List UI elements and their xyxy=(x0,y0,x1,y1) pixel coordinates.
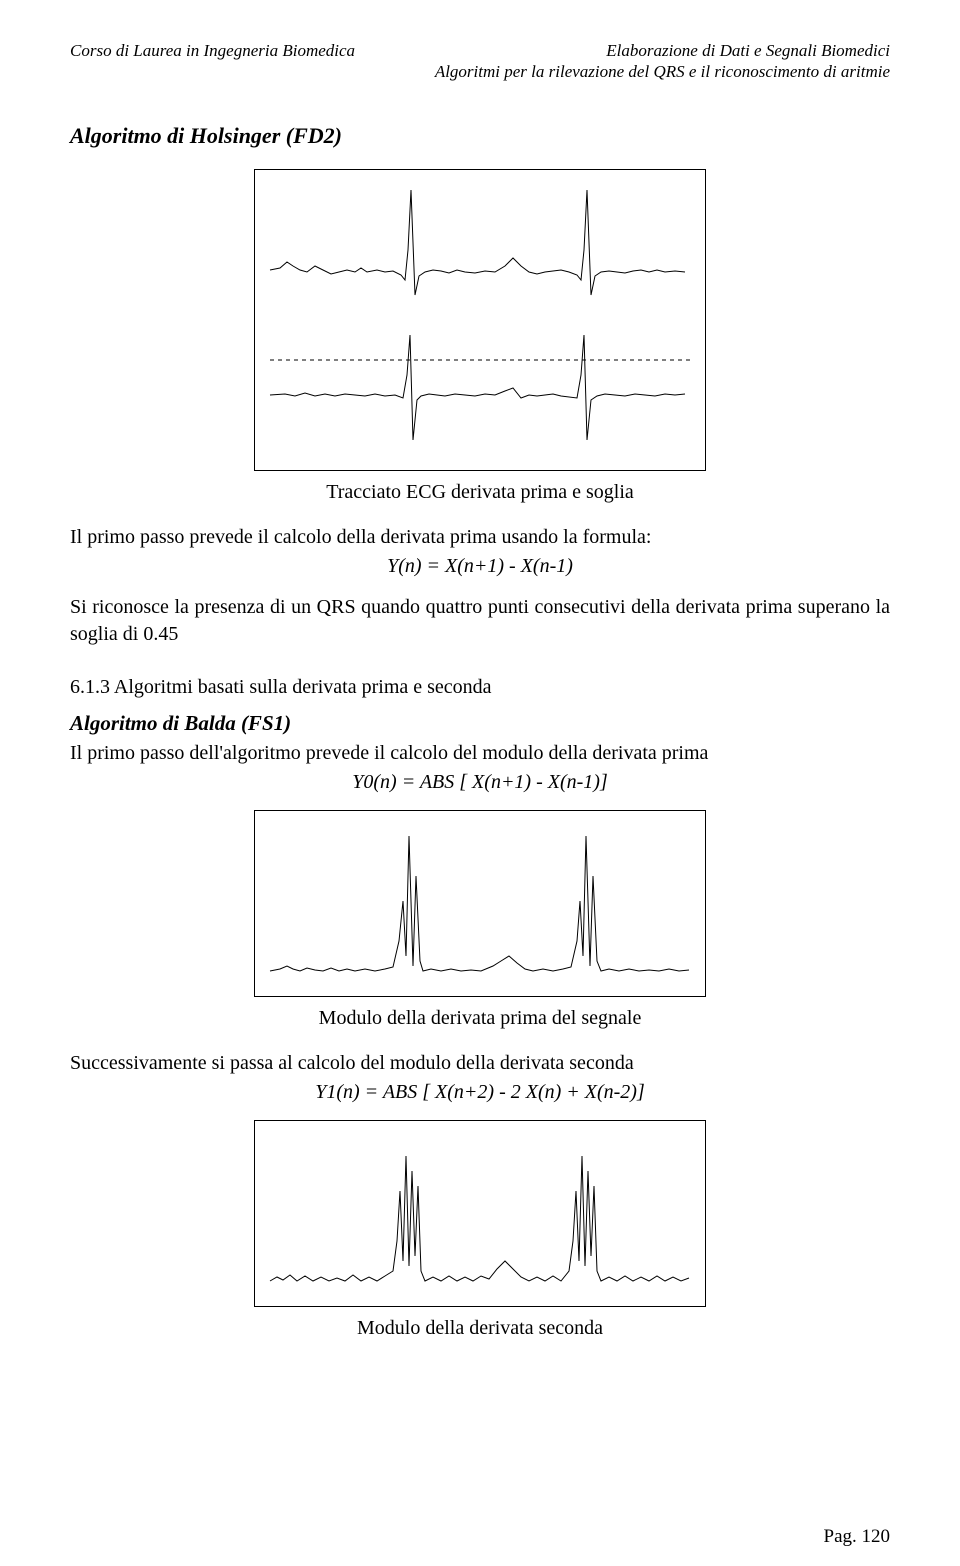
paragraph-2: Il primo passo dell'algoritmo prevede il… xyxy=(70,740,890,767)
header-right-line2: Algoritmi per la rilevazione del QRS e i… xyxy=(435,61,890,82)
formula-1: Y(n) = X(n+1) - X(n-1) xyxy=(70,555,890,578)
figure-1-caption: Tracciato ECG derivata prima e soglia xyxy=(70,481,890,504)
page-number: Pag. 120 xyxy=(824,1526,891,1548)
figure-2-caption: Modulo della derivata prima del segnale xyxy=(70,1007,890,1030)
figure-2-frame xyxy=(254,810,706,997)
figure-1 xyxy=(70,169,890,471)
paragraph-3: Successivamente si passa al calcolo del … xyxy=(70,1050,890,1077)
figure-2-svg xyxy=(265,821,695,986)
page-header: Corso di Laurea in Ingegneria Biomedica … xyxy=(70,40,890,83)
paragraph-1-line1: Il primo passo prevede il calcolo della … xyxy=(70,524,890,551)
figure-2 xyxy=(70,810,890,997)
figure-3 xyxy=(70,1120,890,1307)
header-right: Elaborazione di Dati e Segnali Biomedici… xyxy=(435,40,890,83)
figure-1-svg xyxy=(265,180,695,460)
section-title: Algoritmo di Holsinger (FD2) xyxy=(70,123,890,149)
figure-3-svg xyxy=(265,1131,695,1296)
header-left: Corso di Laurea in Ingegneria Biomedica xyxy=(70,40,355,83)
figure-3-caption: Modulo della derivata seconda xyxy=(70,1317,890,1340)
header-right-line1: Elaborazione di Dati e Segnali Biomedici xyxy=(435,40,890,61)
subsection-title: Algoritmo di Balda (FS1) xyxy=(70,711,890,736)
subsection-heading: 6.1.3 Algoritmi basati sulla derivata pr… xyxy=(70,676,890,699)
formula-3: Y1(n) = ABS [ X(n+2) - 2 X(n) + X(n-2)] xyxy=(70,1081,890,1104)
formula-2: Y0(n) = ABS [ X(n+1) - X(n-1)] xyxy=(70,771,890,794)
figure-1-frame xyxy=(254,169,706,471)
figure-3-frame xyxy=(254,1120,706,1307)
paragraph-1-line2: Si riconosce la presenza di un QRS quand… xyxy=(70,594,890,648)
